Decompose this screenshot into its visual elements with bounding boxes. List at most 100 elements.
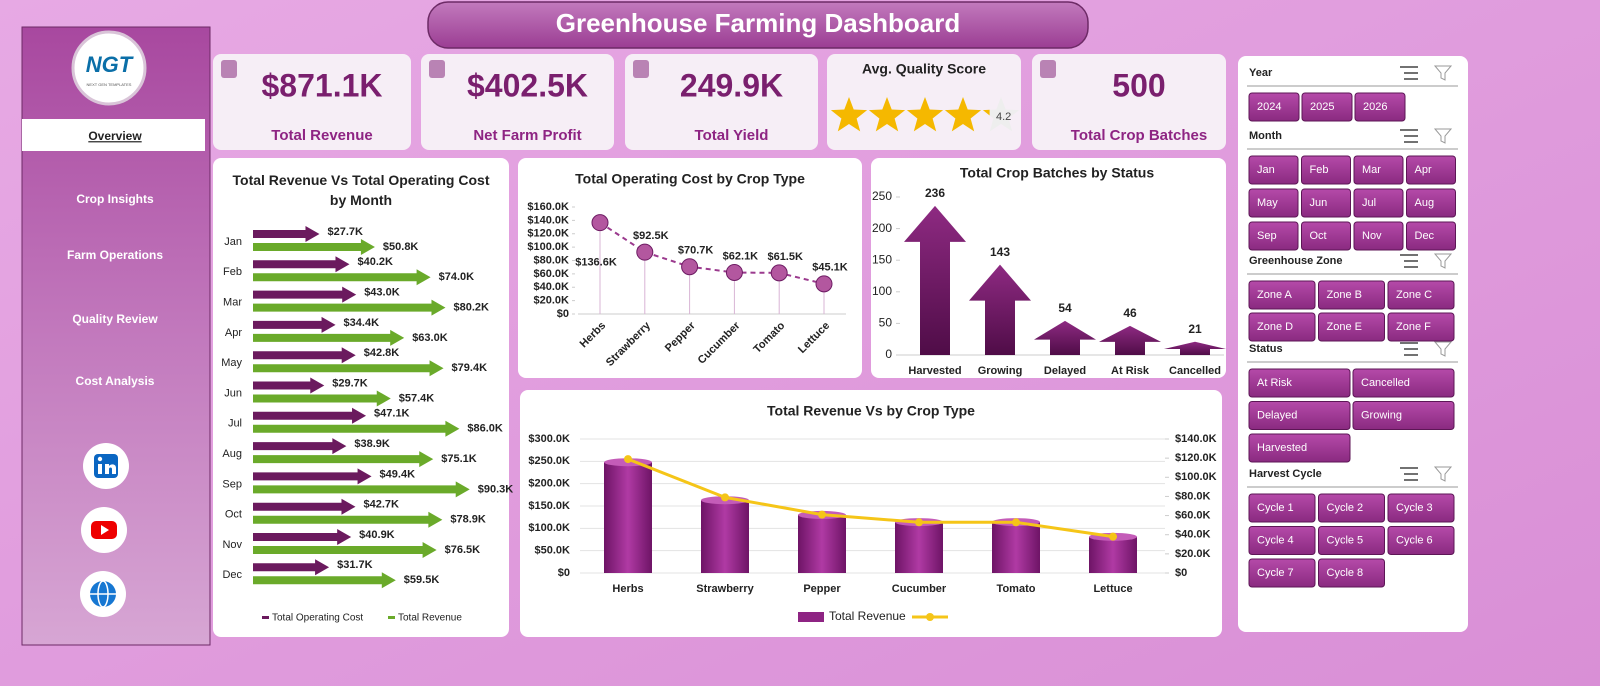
- slicer-button[interactable]: [1318, 526, 1385, 555]
- slicer-item[interactable]: Cycle 8: [1327, 567, 1364, 579]
- slicer-button[interactable]: [1387, 526, 1455, 555]
- slicer-button[interactable]: [1353, 188, 1404, 218]
- slicer-clear-icon[interactable]: [1433, 253, 1453, 269]
- slicer-multiselect-icon[interactable]: [1400, 129, 1418, 143]
- slicer-button[interactable]: [1387, 312, 1455, 342]
- slicer-multiselect-icon[interactable]: [1400, 254, 1418, 268]
- slicer-item[interactable]: Cancelled: [1361, 377, 1410, 389]
- youtube-icon[interactable]: [81, 507, 127, 553]
- slicer-button[interactable]: [1352, 368, 1455, 398]
- slicer-item[interactable]: Cycle 2: [1327, 502, 1364, 514]
- slicer-item[interactable]: Apr: [1415, 164, 1432, 176]
- nav-item[interactable]: Quality Review: [72, 312, 158, 326]
- slicer-button[interactable]: [1248, 558, 1316, 588]
- slicer-item[interactable]: Jul: [1362, 197, 1376, 209]
- slicer-item[interactable]: Zone B: [1327, 289, 1362, 301]
- slicer-button[interactable]: [1301, 155, 1351, 185]
- x-tick-label: Harvested: [908, 365, 961, 377]
- slicer-button[interactable]: [1248, 221, 1299, 251]
- panel: [520, 390, 1222, 637]
- bar: [253, 316, 336, 333]
- slicer-item[interactable]: Zone F: [1396, 321, 1431, 333]
- star-outline: [982, 97, 1020, 132]
- nav-item[interactable]: Cost Analysis: [76, 374, 155, 388]
- slicer-button[interactable]: [1352, 401, 1455, 430]
- slicer-multiselect-icon[interactable]: [1400, 467, 1418, 481]
- slicer-button[interactable]: [1248, 368, 1351, 398]
- slicer-button[interactable]: [1387, 280, 1455, 310]
- nav-item[interactable]: Crop Insights: [76, 192, 154, 206]
- slicer-item[interactable]: Harvested: [1257, 442, 1307, 454]
- slicer-button[interactable]: [1318, 493, 1385, 523]
- slicer-button[interactable]: [1301, 92, 1353, 122]
- slicer-button[interactable]: [1406, 155, 1456, 185]
- slicer-multiselect-icon[interactable]: [1400, 342, 1418, 356]
- slicer-button[interactable]: [1406, 221, 1456, 251]
- slicer-button[interactable]: [1406, 188, 1456, 218]
- slicer-button[interactable]: [1248, 312, 1316, 342]
- slicer-clear-icon[interactable]: [1433, 341, 1453, 357]
- nav-item[interactable]: Overview: [88, 129, 142, 143]
- slicer-item[interactable]: Dec: [1415, 230, 1435, 242]
- slicer-clear-icon[interactable]: [1433, 65, 1453, 81]
- slicer-item[interactable]: Zone D: [1257, 321, 1293, 333]
- slicer-item[interactable]: Cycle 3: [1396, 502, 1433, 514]
- slicer-item[interactable]: Cycle 6: [1396, 534, 1433, 546]
- slicer-clear-icon[interactable]: [1433, 128, 1453, 144]
- y-tick-label: Apr: [225, 327, 242, 339]
- slicer-item[interactable]: Feb: [1310, 164, 1329, 176]
- slicer-button[interactable]: [1301, 188, 1351, 218]
- slicer-item[interactable]: At Risk: [1257, 377, 1292, 389]
- slicer-item[interactable]: Mar: [1362, 164, 1381, 176]
- star: [982, 109, 990, 116]
- nav-item[interactable]: Farm Operations: [67, 248, 163, 262]
- slicer-button[interactable]: [1248, 155, 1299, 185]
- slicer-item[interactable]: Jan: [1257, 164, 1275, 176]
- slicer-item[interactable]: 2026: [1363, 101, 1387, 113]
- slicer-item[interactable]: Oct: [1310, 230, 1327, 242]
- slicer-item[interactable]: Zone C: [1396, 289, 1432, 301]
- slicer-button[interactable]: [1248, 433, 1351, 463]
- slicer-button[interactable]: [1353, 221, 1404, 251]
- slicer-button[interactable]: [1248, 401, 1351, 430]
- data-label: $45.1K: [812, 262, 848, 274]
- slicer-item[interactable]: Zone A: [1257, 289, 1293, 301]
- slicer-item[interactable]: Jun: [1310, 197, 1328, 209]
- linkedin-icon[interactable]: [83, 443, 129, 489]
- slicer-button[interactable]: [1387, 493, 1455, 523]
- slicer-button[interactable]: [1318, 558, 1385, 588]
- slicer-button[interactable]: [1248, 493, 1316, 523]
- slicer-button[interactable]: [1353, 155, 1404, 185]
- slicer-item[interactable]: 2025: [1310, 101, 1334, 113]
- slicer-item[interactable]: Cycle 1: [1257, 502, 1294, 514]
- slicer-item[interactable]: Zone E: [1327, 321, 1362, 333]
- title-bar: [427, 1, 1089, 49]
- slicer-item[interactable]: Sep: [1257, 230, 1277, 242]
- y-tick-label: 0: [885, 347, 892, 361]
- slicer-button[interactable]: [1248, 188, 1299, 218]
- slicer-item[interactable]: 2024: [1257, 101, 1281, 113]
- web-icon[interactable]: [80, 571, 126, 617]
- slicer-item[interactable]: Nov: [1362, 230, 1382, 242]
- bar: [253, 286, 357, 303]
- slicer-button[interactable]: [1301, 221, 1351, 251]
- slicer-button[interactable]: [1248, 526, 1316, 555]
- slicer-multiselect-icon[interactable]: [1400, 66, 1418, 80]
- slicer-item[interactable]: May: [1257, 197, 1278, 209]
- slicer-item[interactable]: Delayed: [1257, 409, 1297, 421]
- slicer-button[interactable]: [1318, 280, 1385, 310]
- slicer-button[interactable]: [1318, 312, 1385, 342]
- data-label: $27.7K: [327, 226, 363, 238]
- star: [868, 97, 906, 132]
- y-tick-label: $200.0K: [528, 478, 570, 490]
- slicer-item[interactable]: Aug: [1415, 197, 1435, 209]
- slicer-item[interactable]: Cycle 5: [1327, 534, 1364, 546]
- slicer-button[interactable]: [1248, 280, 1316, 310]
- slicer-item[interactable]: Cycle 4: [1257, 534, 1294, 546]
- slicer-button[interactable]: [1354, 92, 1406, 122]
- slicer-item[interactable]: Cycle 7: [1257, 567, 1294, 579]
- slicer-button[interactable]: [1248, 92, 1300, 122]
- slicer-clear-icon[interactable]: [1433, 466, 1453, 482]
- panel: [871, 158, 1226, 378]
- slicer-item[interactable]: Growing: [1361, 409, 1402, 421]
